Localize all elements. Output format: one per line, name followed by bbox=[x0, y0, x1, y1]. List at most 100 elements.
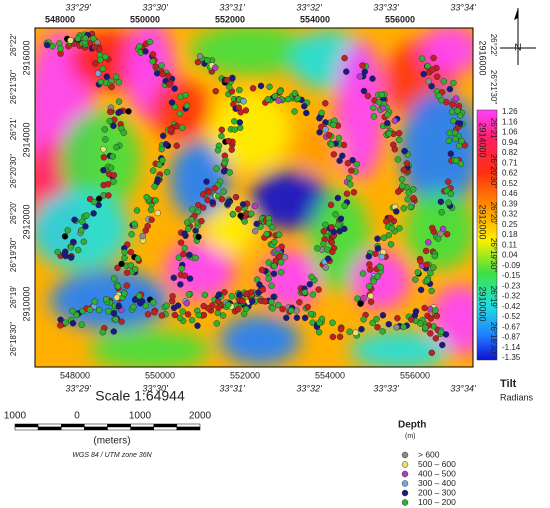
left-geo-label: 26°19' bbox=[9, 285, 18, 308]
source-point bbox=[110, 171, 118, 179]
source-point bbox=[352, 329, 359, 336]
source-point bbox=[165, 72, 172, 79]
source-point bbox=[396, 136, 403, 144]
source-point bbox=[346, 328, 353, 335]
source-point bbox=[186, 275, 194, 282]
source-point bbox=[201, 291, 209, 299]
source-point bbox=[388, 224, 395, 232]
source-point bbox=[347, 181, 354, 188]
source-point bbox=[360, 316, 367, 323]
source-point bbox=[391, 146, 398, 153]
source-point bbox=[171, 311, 179, 319]
source-point bbox=[384, 111, 391, 119]
source-point bbox=[328, 239, 335, 246]
source-point bbox=[123, 282, 131, 289]
source-point bbox=[332, 211, 339, 218]
source-point bbox=[408, 316, 415, 323]
source-point bbox=[127, 262, 135, 269]
right-geo-label: 26°19'30" bbox=[489, 238, 498, 272]
source-point bbox=[275, 301, 282, 309]
colorbar-label: 0.82 bbox=[502, 148, 518, 157]
source-point bbox=[110, 310, 118, 317]
source-point bbox=[330, 228, 337, 236]
source-point bbox=[387, 214, 394, 222]
right-geo-label: 26°22' bbox=[489, 34, 498, 57]
source-point bbox=[378, 91, 385, 99]
source-point bbox=[404, 196, 411, 203]
source-point bbox=[229, 210, 237, 218]
source-point bbox=[253, 220, 260, 228]
source-point bbox=[423, 261, 430, 268]
colorbar-label: -0.42 bbox=[502, 302, 521, 311]
source-point bbox=[373, 315, 380, 323]
source-point bbox=[110, 122, 117, 130]
source-point bbox=[91, 298, 98, 305]
source-point bbox=[384, 119, 391, 127]
source-point bbox=[130, 303, 137, 311]
colorbar-label: 1.26 bbox=[502, 107, 518, 116]
source-point bbox=[198, 217, 205, 225]
projection: WGS 84 / UTM zone 36N bbox=[72, 452, 152, 459]
source-point bbox=[213, 165, 220, 172]
source-point bbox=[259, 286, 266, 293]
source-point bbox=[156, 161, 163, 168]
source-point bbox=[219, 312, 227, 319]
source-point bbox=[186, 251, 193, 259]
source-point bbox=[78, 227, 85, 234]
source-point bbox=[152, 197, 159, 204]
source-point bbox=[281, 254, 289, 261]
source-point bbox=[429, 66, 436, 73]
source-point bbox=[309, 291, 317, 298]
north-label: N bbox=[514, 43, 521, 54]
colorbar-label: -0.09 bbox=[502, 261, 521, 270]
source-point bbox=[366, 261, 373, 268]
source-point bbox=[159, 132, 167, 140]
source-point bbox=[434, 73, 441, 80]
source-point bbox=[320, 228, 327, 235]
source-point bbox=[196, 53, 204, 60]
source-point bbox=[236, 86, 243, 94]
colorbar-label: 0.25 bbox=[502, 220, 518, 229]
scale-label: 1000 bbox=[4, 411, 27, 422]
source-point bbox=[177, 281, 184, 288]
legend-label: 400 – 500 bbox=[418, 468, 456, 478]
source-point bbox=[304, 303, 311, 311]
tilt-blob bbox=[250, 170, 330, 230]
source-point bbox=[110, 328, 118, 335]
source-point bbox=[170, 274, 178, 281]
source-point bbox=[195, 233, 202, 241]
scale-unit: (meters) bbox=[93, 436, 130, 447]
source-point bbox=[220, 168, 228, 175]
left-geo-label: 26°21'30" bbox=[9, 70, 18, 104]
source-point bbox=[159, 71, 166, 78]
source-point bbox=[422, 247, 430, 255]
tilt-blob bbox=[150, 80, 210, 140]
source-point bbox=[235, 306, 242, 313]
colorbar-label: 0.18 bbox=[502, 230, 518, 239]
source-point bbox=[395, 188, 402, 195]
bottom-geo-label: 33°32' bbox=[296, 383, 322, 393]
source-point bbox=[203, 178, 210, 185]
source-point bbox=[188, 316, 196, 324]
source-point bbox=[395, 129, 403, 137]
source-point bbox=[367, 298, 375, 305]
legend-symbol bbox=[401, 480, 409, 487]
source-point bbox=[247, 210, 255, 217]
source-point bbox=[269, 224, 276, 231]
source-point bbox=[303, 109, 310, 117]
top-utm-label: 550000 bbox=[130, 14, 160, 24]
source-point bbox=[61, 233, 69, 240]
source-point bbox=[405, 189, 412, 196]
source-point bbox=[115, 98, 123, 105]
source-point bbox=[239, 297, 246, 305]
source-point bbox=[165, 81, 173, 88]
source-point bbox=[374, 235, 381, 242]
source-point bbox=[127, 248, 135, 256]
source-point bbox=[67, 37, 74, 44]
source-point bbox=[103, 73, 111, 80]
source-point bbox=[346, 174, 353, 182]
source-point bbox=[110, 178, 117, 185]
source-point bbox=[149, 299, 157, 306]
source-point bbox=[370, 104, 377, 111]
source-point bbox=[379, 328, 386, 335]
